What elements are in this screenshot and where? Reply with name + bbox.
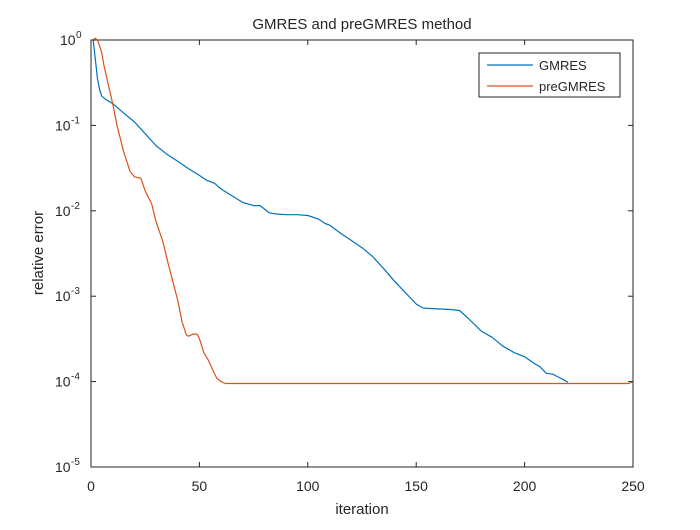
y-tick-label-base: 10: [55, 203, 71, 219]
legend: GMRES preGMRES: [478, 52, 621, 98]
y-tick-label: 10 0: [60, 30, 82, 48]
x-tick-label: 200: [513, 478, 537, 494]
y-tick-label: 10 -4: [55, 372, 80, 390]
y-tick-label-base: 10: [55, 459, 71, 475]
legend-label-pregmres: preGMRES: [539, 79, 606, 94]
y-tick-label-exponent: -4: [71, 372, 80, 383]
y-tick-label-exponent: 0: [76, 30, 82, 41]
y-tick-label-exponent: -3: [71, 286, 80, 297]
x-tick-label: 0: [87, 478, 95, 494]
x-tick-label: 100: [296, 478, 320, 494]
legend-box: [478, 52, 621, 98]
y-tick-label-exponent: -5: [71, 457, 80, 468]
y-tick-label-base: 10: [60, 32, 76, 48]
y-tick-label-exponent: -1: [71, 115, 80, 126]
y-tick-label-base: 10: [55, 288, 71, 304]
y-tick-label: 10 -1: [55, 115, 80, 133]
y-axis-label: relative error: [30, 211, 47, 295]
y-tick-label: 10 -3: [55, 286, 80, 304]
y-tick-label-base: 10: [55, 117, 71, 133]
x-axis-label: iteration: [335, 501, 388, 518]
x-tick-label: 150: [405, 478, 429, 494]
y-tick-label-base: 10: [55, 374, 71, 390]
series-line-gmres: [92, 39, 569, 383]
x-tick-label: 250: [621, 478, 645, 494]
y-tick-label-exponent: -2: [71, 201, 80, 212]
series-line-pregmres: [92, 37, 634, 385]
plot-area: [90, 39, 634, 468]
x-tick-label: 50: [192, 478, 208, 494]
legend-label-gmres: GMRES: [539, 58, 587, 73]
y-tick-label: 10 -5: [55, 457, 80, 475]
chart-title: GMRES and preGMRES method: [252, 16, 471, 33]
series-layer: [92, 37, 634, 385]
y-tick-label: 10 -2: [55, 201, 80, 219]
